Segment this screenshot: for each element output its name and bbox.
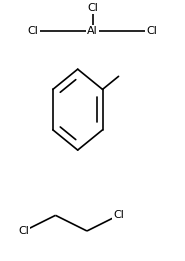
Text: Cl: Cl bbox=[28, 26, 39, 36]
Text: Cl: Cl bbox=[113, 210, 124, 220]
Text: Al: Al bbox=[87, 26, 98, 36]
Text: Cl: Cl bbox=[19, 226, 29, 236]
Text: Cl: Cl bbox=[87, 3, 98, 13]
Text: Cl: Cl bbox=[146, 26, 157, 36]
